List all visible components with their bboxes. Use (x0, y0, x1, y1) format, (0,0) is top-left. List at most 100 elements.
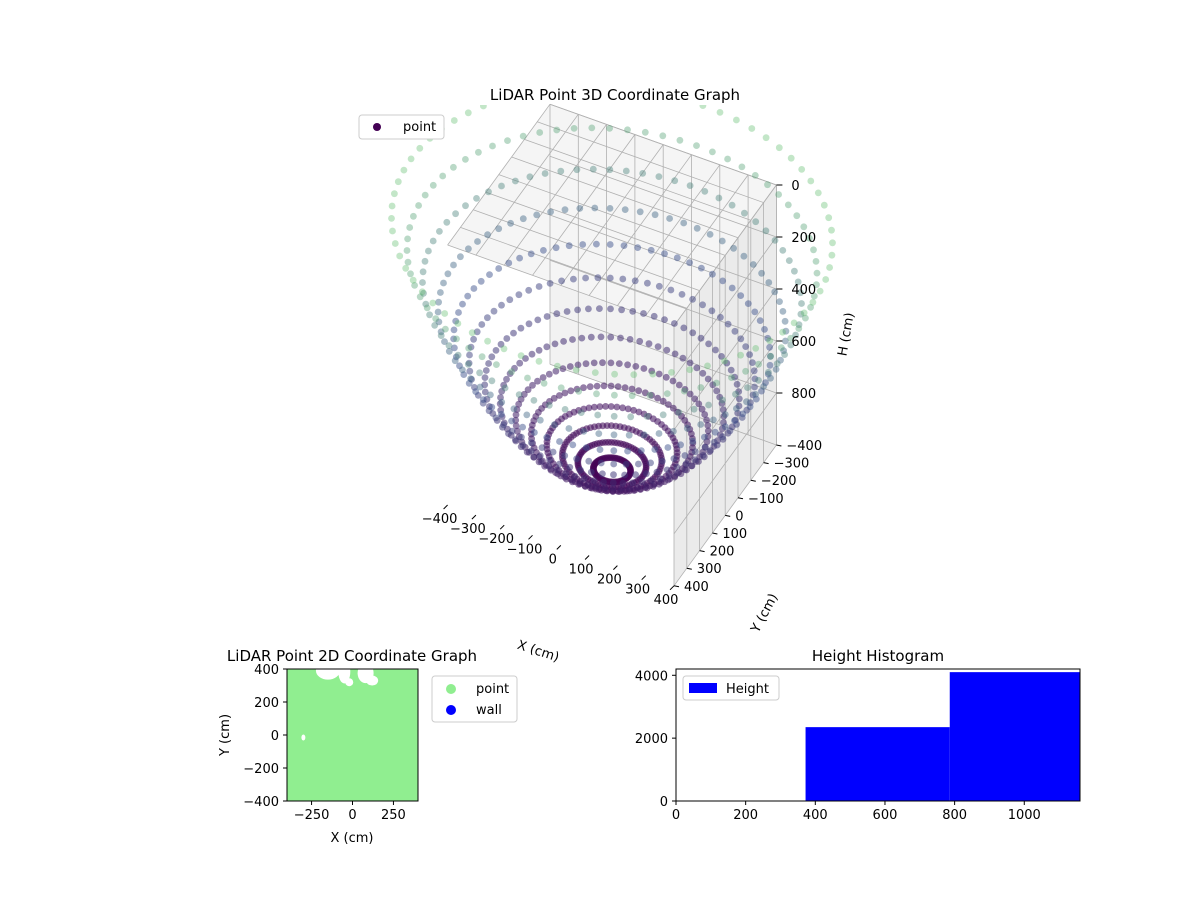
data-point (741, 209, 748, 217)
data-point (717, 313, 724, 321)
data-point (719, 277, 727, 285)
x-tick (443, 504, 448, 510)
data-point (750, 367, 758, 375)
data-point (636, 337, 644, 345)
data-point (606, 241, 614, 248)
data-point (716, 109, 724, 116)
data-point (479, 399, 487, 407)
data-point (400, 166, 408, 174)
data-point (481, 388, 489, 396)
data-point (657, 475, 664, 482)
data-point (663, 346, 671, 354)
data-point (452, 353, 460, 361)
data-point (787, 334, 795, 342)
data-point (437, 328, 445, 336)
data-point (510, 405, 518, 413)
data-point (569, 441, 577, 449)
data-point (498, 182, 505, 190)
data-point (591, 369, 599, 376)
data-point (570, 275, 577, 283)
data-point (742, 367, 749, 375)
data-point (787, 154, 795, 162)
data-point (462, 202, 469, 210)
data-point (654, 394, 661, 402)
z-tick-label: 200 (791, 231, 816, 246)
data-point (460, 371, 468, 378)
data-point (572, 366, 580, 374)
data-point (473, 195, 480, 202)
grid-line (447, 244, 675, 327)
data-point (699, 301, 706, 309)
y-tick-label: 200 (254, 696, 279, 711)
data-point (637, 447, 645, 455)
data-point (752, 345, 760, 352)
grid-line (537, 121, 764, 203)
data-point (607, 382, 615, 390)
data-point (519, 423, 526, 431)
data-point (556, 392, 563, 399)
data-point (435, 318, 443, 326)
data-point (507, 219, 514, 227)
grid-line (549, 207, 777, 290)
data-point (627, 413, 635, 421)
data-point (762, 379, 769, 387)
data-point (822, 276, 830, 283)
data-point (766, 343, 773, 351)
y-tick (673, 585, 680, 588)
data-point (709, 148, 716, 156)
grid-line (485, 191, 713, 274)
data-point (580, 405, 588, 413)
data-point (589, 165, 597, 173)
data-point (545, 401, 553, 409)
data-point (766, 337, 774, 345)
data-point (677, 441, 684, 449)
data-point (450, 163, 457, 171)
chart-2d-ticks: −250 0 250 400 200 0 −200 −400 (243, 663, 406, 823)
data-point (606, 166, 614, 174)
data-point (688, 462, 696, 470)
data-point (755, 376, 762, 384)
data-point (511, 364, 518, 372)
data-point (631, 277, 639, 285)
data-point (752, 395, 760, 403)
data-point (701, 188, 709, 195)
data-point (486, 271, 493, 278)
y-tick-label: 0 (660, 795, 668, 810)
data-point (758, 387, 765, 395)
data-point (459, 300, 466, 308)
data-point (798, 166, 806, 173)
data-point (731, 327, 739, 335)
chart-3d: LiDAR Point 3D Coordinate Graph −400−300… (358, 86, 858, 666)
data-point (432, 315, 440, 323)
data-point (675, 409, 683, 416)
data-point (527, 447, 535, 455)
data-point (622, 167, 630, 175)
data-point (707, 447, 714, 454)
data-point (721, 357, 728, 365)
data-point (704, 375, 712, 383)
data-point (597, 333, 605, 341)
data-point (593, 483, 600, 490)
data-point (487, 391, 494, 399)
data-point (585, 457, 593, 465)
data-point (678, 291, 686, 298)
chart-3d-xlabel: X (cm) (515, 638, 561, 666)
data-point (551, 421, 558, 429)
data-point (772, 366, 780, 373)
data-point (733, 420, 740, 428)
data-point (519, 442, 527, 449)
data-point (728, 374, 735, 381)
chart-hist-legend-patch (689, 683, 717, 693)
data-point (599, 470, 606, 478)
data-point (744, 384, 751, 391)
data-point (545, 370, 553, 378)
z-tick-label: 0 (791, 179, 799, 194)
data-point (794, 278, 802, 286)
data-point (797, 310, 805, 318)
data-point (574, 306, 581, 314)
data-point (513, 406, 521, 413)
data-point (751, 172, 759, 179)
z-tick-label: 600 (791, 335, 816, 350)
data-point (588, 124, 596, 132)
data-point (591, 204, 599, 212)
